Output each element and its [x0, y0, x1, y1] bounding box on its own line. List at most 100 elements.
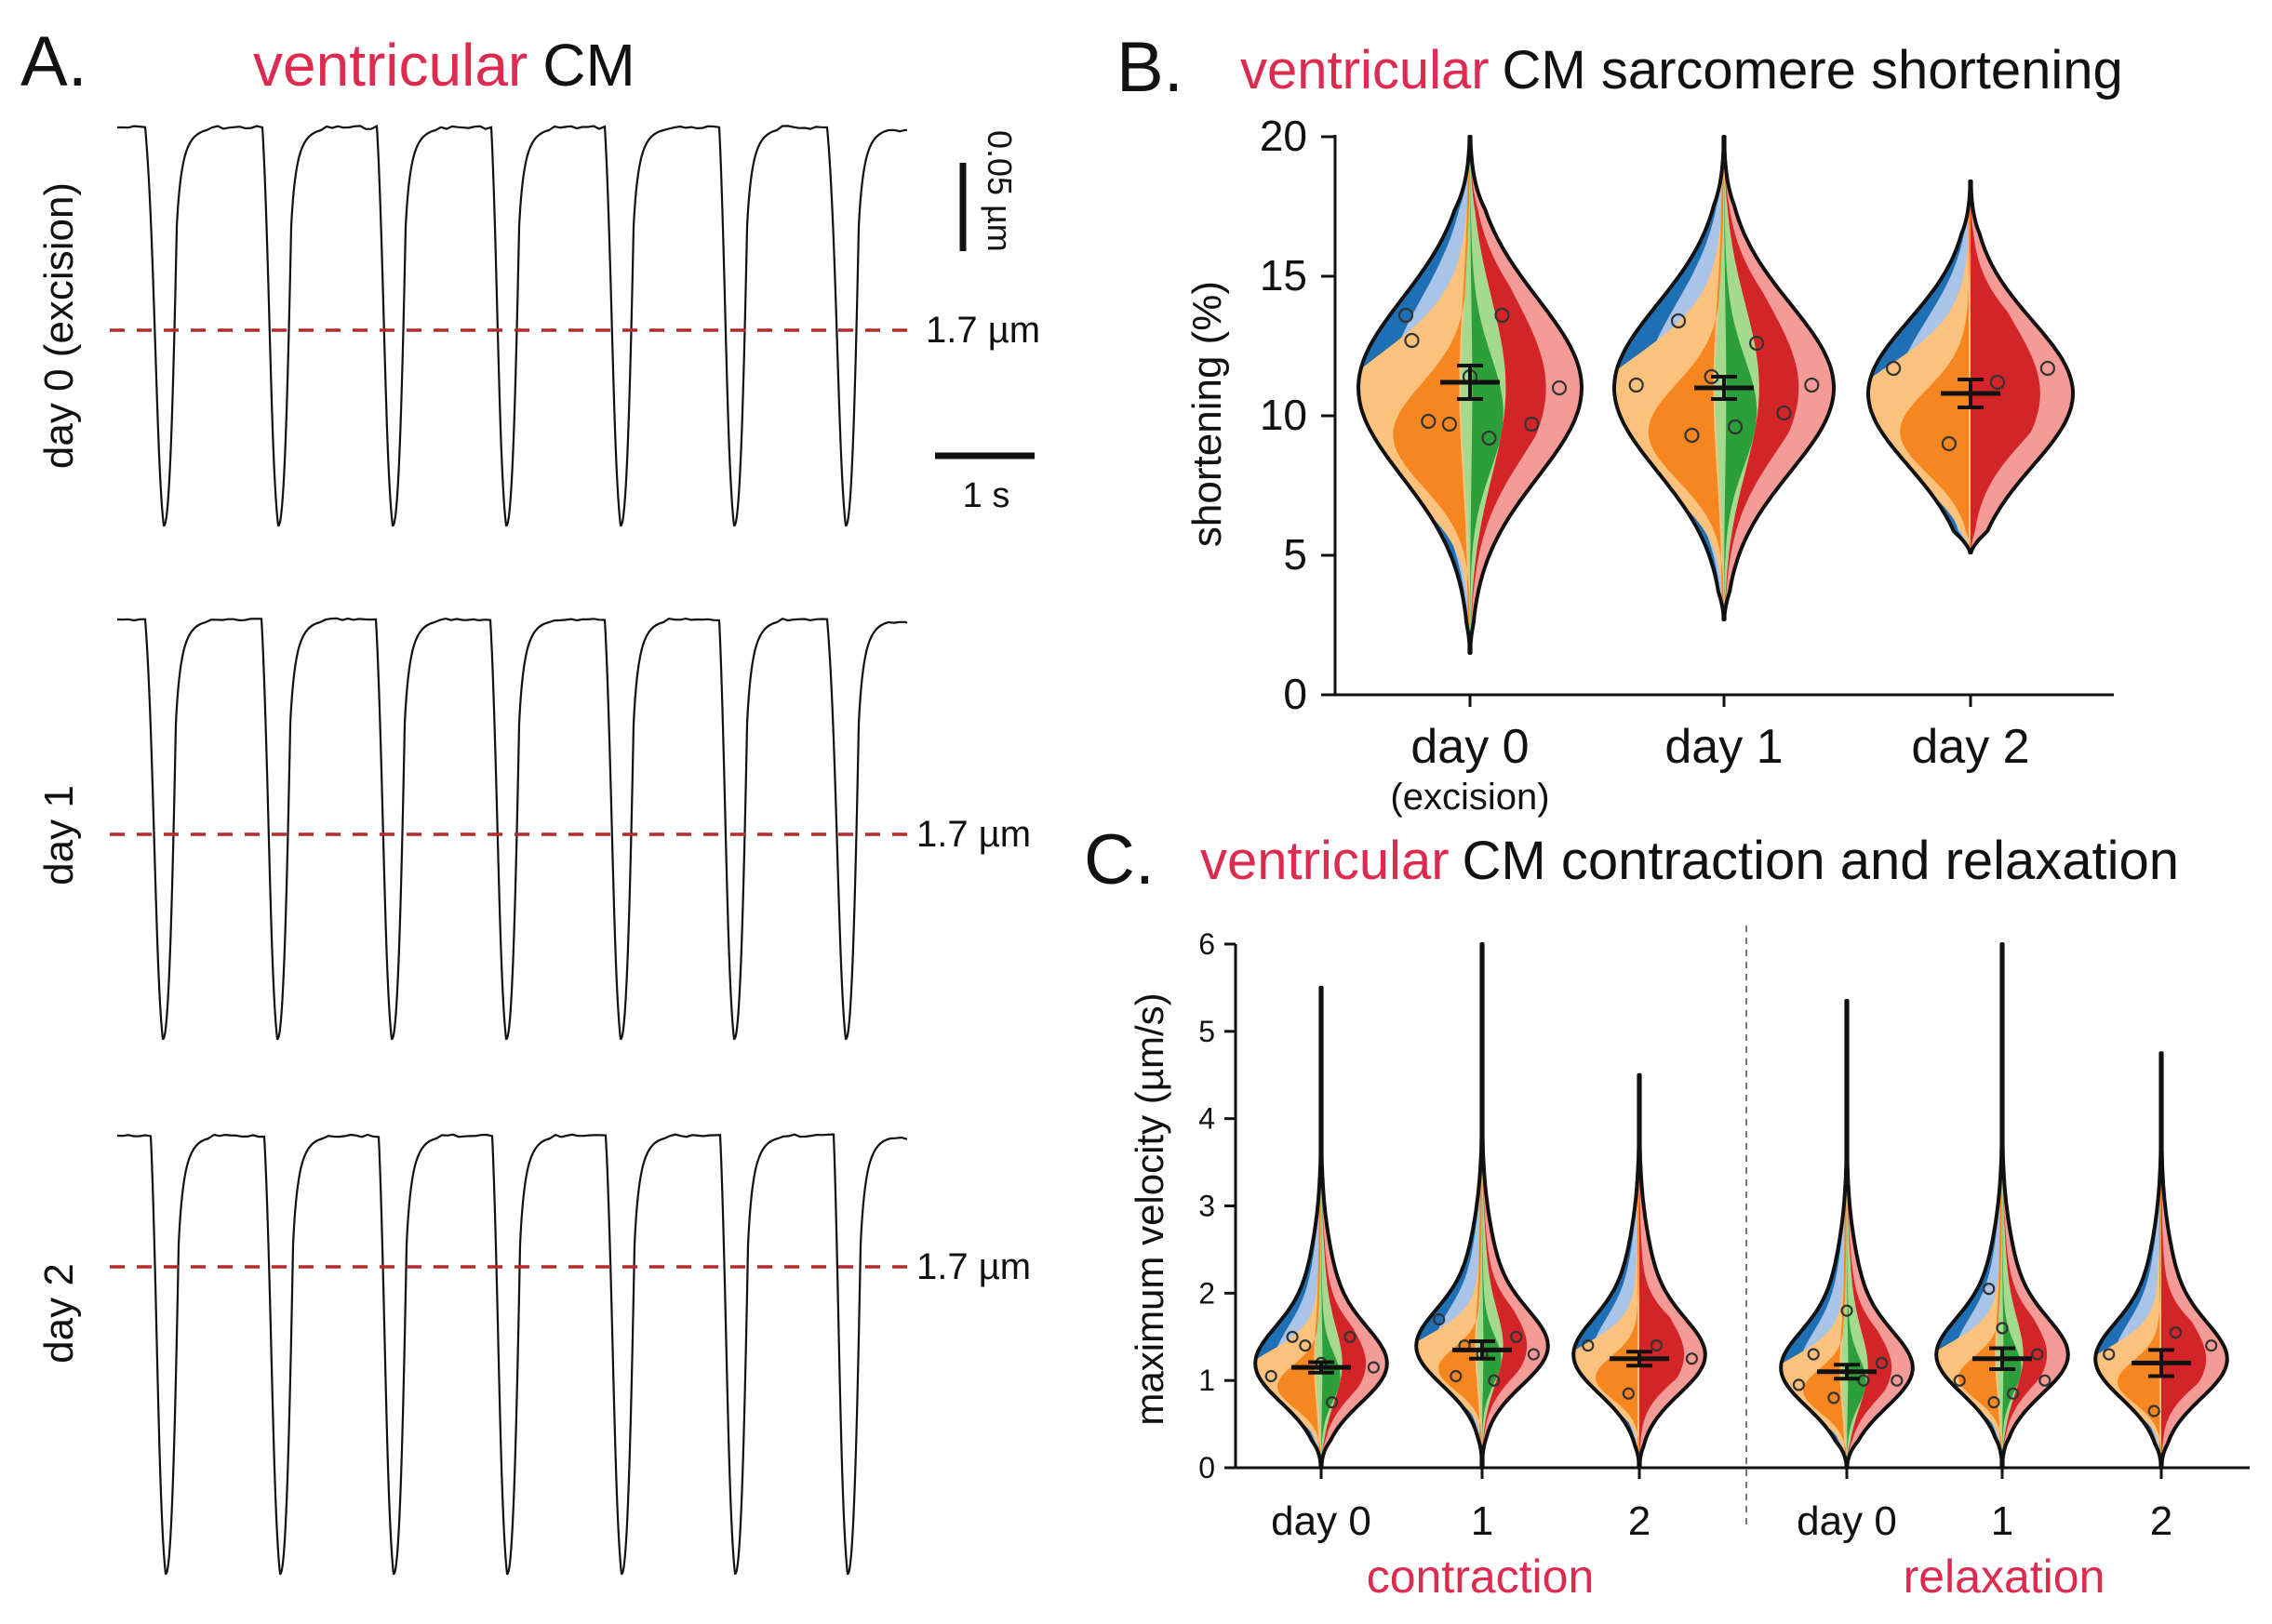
panel-c-contraction-green-band-1: [1482, 944, 1502, 1468]
panel-c-contraction-outline-2: [1571, 1072, 1707, 1470]
panel-b-point-1-2: [1684, 427, 1700, 444]
panel-c-y-axis-label: maximum velocity (µm/s): [1128, 992, 1171, 1425]
panel-c-ytick-label-0: 0: [1198, 1451, 1215, 1484]
panel-b-orange-band-2: [1900, 181, 1971, 552]
panel-b-outline-0: [1357, 135, 1584, 655]
panel-c-contraction-point-1-4: [1488, 1374, 1501, 1387]
panel-c-relaxation-green-band-1: [2002, 944, 2022, 1468]
panel-b-point-0-7: [1524, 416, 1540, 433]
panel-c-relaxation-outline-2: [2093, 1051, 2229, 1470]
panel-c-relaxation-red-light-band-1: [2002, 944, 2068, 1468]
panel-b-ytick-label-1: 5: [1283, 530, 1307, 579]
panel-c-relaxation-outline-1: [1934, 942, 2070, 1470]
panel-c-contraction-xlabel-0: day 0: [1271, 1498, 1371, 1544]
sarcomere-trace-day2: [116, 1133, 908, 1576]
panel-c-contraction-point-0-5: [1343, 1330, 1357, 1343]
panel-b-violins: [1357, 135, 2075, 655]
scale-label-vertical: 0.05 µm: [981, 130, 1019, 252]
panel-c-relaxation-point-2-1: [2147, 1404, 2160, 1418]
panel-c: C. ventricular CM contraction and relaxat…: [1084, 820, 2250, 1603]
panel-c-relaxation-red-band-1: [2002, 944, 2048, 1468]
panel-c-relaxation-point-0-0: [1792, 1378, 1806, 1391]
panel-c-contraction-point-0-2: [1299, 1338, 1312, 1352]
panel-a-title-black: CM: [542, 32, 635, 99]
panel-c-section-label-contraction: contraction: [1367, 1551, 1595, 1603]
panel-b-green-band-0: [1470, 137, 1504, 653]
panel-b-point-0-8: [1551, 379, 1568, 396]
row-label-day2: day 2: [36, 1263, 82, 1364]
panel-c-relaxation-blue-band-0: [1781, 1001, 1847, 1468]
panel-b-violin-0: [1357, 135, 1584, 655]
panel-c-contraction-violin-1: [1414, 942, 1550, 1470]
panel-c-relaxation-point-2-0: [2103, 1348, 2116, 1361]
panel-a-letter: A.: [20, 22, 87, 101]
panel-b-point-1-5: [1748, 335, 1765, 352]
panel-c-y-ticks: 0 1 2 3 4 5 6: [1198, 927, 1236, 1484]
panel-b-red-band-1: [1724, 137, 1799, 619]
panel-b-y-ticks: 0 5 10 15 20: [1260, 112, 1335, 718]
panel-b-ytick-label-4: 20: [1260, 112, 1307, 160]
panel-b-point-2-1: [1941, 435, 1957, 452]
panel-b-point-0-0: [1397, 307, 1414, 324]
panel-c-relaxation-point-1-1: [1983, 1282, 1996, 1296]
panel-c-contraction-violin-0: [1253, 985, 1389, 1470]
panel-c-relaxation-point-0-2: [1827, 1391, 1840, 1404]
row-label-day0: day 0 (excision): [36, 182, 82, 469]
panel-b-point-0-3: [1441, 416, 1458, 433]
panel-b-xlabel-2: day 2: [1911, 720, 2029, 774]
panel-c-relaxation-point-1-3: [1996, 1322, 2009, 1335]
panel-c-title: ventricular CM contraction and relaxation: [1200, 831, 2179, 891]
panel-b-outline-1: [1612, 135, 1836, 621]
panel-b-red-band-0: [1470, 137, 1546, 653]
panel-c-ytick-label-5: 5: [1198, 1015, 1215, 1048]
panel-c-contraction-point-0-6: [1367, 1361, 1381, 1374]
panel-c-relaxation-point-1-0: [1953, 1374, 1966, 1387]
panel-c-relaxation-blue-band-1: [1936, 944, 2002, 1468]
panel-c-relaxation-xlabel-2: 2: [2150, 1498, 2172, 1544]
panel-c-relaxation-outline-0: [1779, 999, 1915, 1470]
panel-c-relaxation-point-1-4: [2007, 1387, 2020, 1400]
panel-c-relaxation-red-band-0: [1847, 1001, 1892, 1468]
ref-label-day1: 1.7 µm: [916, 814, 1031, 855]
panel-c-contraction-red-light-band-1: [1482, 944, 1548, 1468]
panel-c-contraction-point-2-0: [1582, 1338, 1595, 1352]
row-label-day1: day 1: [36, 785, 82, 885]
panel-b-point-2-3: [2039, 360, 2055, 377]
panel-c-relaxation-point-1-5: [2031, 1348, 2044, 1361]
panel-c-contraction-point-1-6: [1527, 1348, 1541, 1361]
panel-c-contraction-orange-band-2: [1596, 1074, 1639, 1468]
panel-c-relaxation-point-0-1: [1807, 1348, 1820, 1361]
panel-c-contraction-point-1-0: [1433, 1312, 1446, 1326]
panel-b-title-red: ventricular: [1240, 40, 1490, 100]
panel-c-contraction-blue-band-0: [1255, 987, 1321, 1468]
panel-c-relaxation-xlabel-1: 1: [1991, 1498, 2013, 1544]
panel-c-ytick-label-3: 3: [1198, 1190, 1215, 1223]
panel-c-contraction-point-1-1: [1450, 1369, 1463, 1383]
panel-c-contraction-point-2-2: [1650, 1338, 1664, 1352]
panel-b-point-0-6: [1494, 307, 1510, 324]
panel-c-contraction-red-band-1: [1482, 944, 1528, 1468]
panel-b-point-2-0: [1885, 360, 1902, 377]
panel-c-contraction-outline-0: [1253, 985, 1389, 1470]
panel-b-ytick-label-2: 10: [1260, 391, 1307, 439]
sarcomere-trace-day1: [116, 617, 908, 1041]
panel-c-contraction-xlabel-1: 1: [1471, 1498, 1493, 1544]
panel-c-contraction-red-band-0: [1321, 987, 1367, 1468]
panel-c-contraction-red-light-band-2: [1639, 1074, 1705, 1468]
panel-a-title-red: ventricular: [253, 32, 528, 99]
panel-c-relaxation-orange-light-band-0: [1781, 1001, 1847, 1468]
panel-c-relaxation-violin-1: [1934, 942, 2070, 1470]
panel-b-x-labels: day 0(excision) day 1 day 2: [1390, 695, 2030, 818]
panel-c-contraction-point-1-5: [1510, 1330, 1523, 1343]
ref-label-day2: 1.7 µm: [916, 1246, 1031, 1287]
panel-c-title-black: CM contraction and relaxation: [1463, 831, 2180, 891]
panel-c-relaxation-violin-0: [1779, 999, 1915, 1470]
panel-c-relaxation-point-2-2: [2169, 1325, 2182, 1339]
panel-b-point-2-2: [1989, 374, 2006, 391]
panel-b-point-0-2: [1421, 413, 1437, 430]
sarcomere-trace-day0: [117, 124, 907, 527]
panel-c-ytick-label-1: 1: [1198, 1364, 1215, 1397]
panel-b-point-1-0: [1628, 377, 1644, 393]
panel-b-blue-band-1: [1614, 137, 1724, 619]
